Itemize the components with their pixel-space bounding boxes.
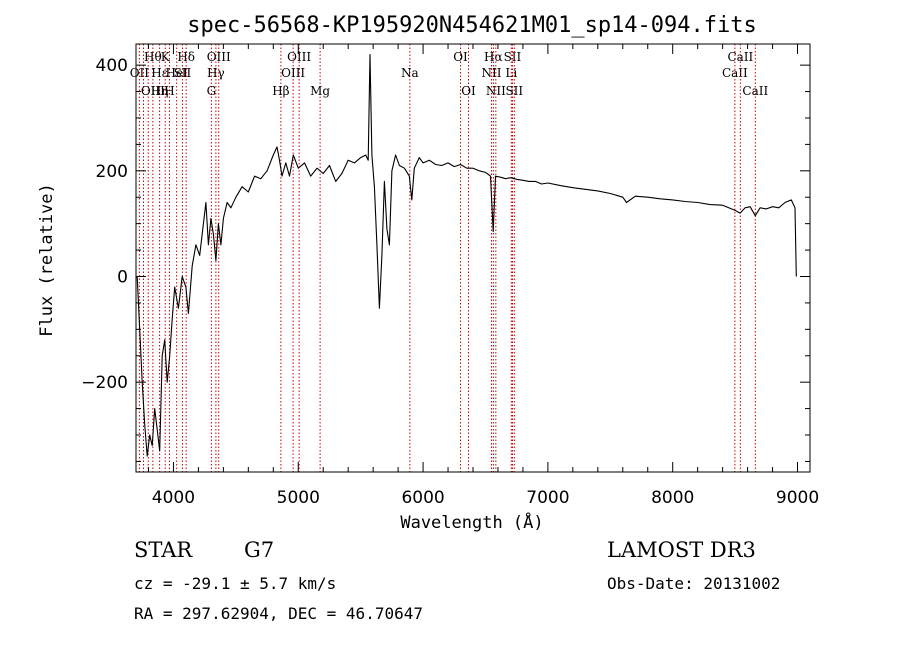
reference-line-label-4-1: Hη bbox=[151, 84, 169, 98]
x-tick-label-8000: 8000 bbox=[651, 488, 694, 508]
x-tick-label-6000: 6000 bbox=[401, 488, 444, 508]
reference-line-label-17-0: Na bbox=[401, 66, 419, 80]
reference-line-label-19-0: OI bbox=[461, 84, 476, 98]
y-tick-label-400: 400 bbox=[96, 56, 128, 76]
reference-line-label-11-0: Hγ bbox=[207, 66, 225, 80]
reference-line-label-10-0: G bbox=[207, 84, 217, 98]
y-tick-label-200: 200 bbox=[96, 162, 128, 182]
reference-line-label-22-0: NII bbox=[486, 84, 506, 98]
redshift-velocity: cz = -29.1 ± 5.7 km/s bbox=[134, 574, 337, 593]
reference-line-label-8-0: SII bbox=[174, 66, 192, 80]
reference-line-label-21-0: Hα bbox=[484, 50, 503, 64]
survey-name: LAMOST DR3 bbox=[607, 538, 756, 562]
x-tick-label-9000: 9000 bbox=[776, 488, 819, 508]
object-class: STAR bbox=[134, 538, 193, 562]
reference-line-label-6-0: H bbox=[164, 84, 174, 98]
coordinates: RA = 297.62904, DEC = 46.70647 bbox=[134, 604, 423, 623]
reference-line-label-24-0: SII bbox=[504, 50, 522, 64]
reference-line-label-16-0: Mg bbox=[310, 84, 330, 98]
reference-line-label-28-0: CaII bbox=[742, 84, 768, 98]
reference-line-label-27-0: CaII bbox=[727, 50, 753, 64]
reference-line-label-3-0: Hθ bbox=[144, 50, 162, 64]
reference-line-label-3-1: OIII bbox=[141, 84, 165, 98]
reference-line-label-5-0: K bbox=[161, 50, 171, 64]
object-subclass: G7 bbox=[244, 538, 275, 562]
observation-date: Obs-Date: 20131002 bbox=[607, 574, 781, 593]
y-tick-label-0: 0 bbox=[117, 267, 128, 287]
reference-line-label-25-0: SII bbox=[505, 84, 523, 98]
x-tick-label-5000: 5000 bbox=[277, 488, 320, 508]
reference-line-label-20-0: NII bbox=[481, 66, 501, 80]
x-tick-label-7000: 7000 bbox=[526, 488, 569, 508]
reference-line-label-13-0: Hβ bbox=[272, 84, 289, 98]
reference-line-label-18-0: OI bbox=[453, 50, 468, 64]
reference-line-label-14-0: OIII bbox=[281, 66, 305, 80]
y-axis-label: Flux (relative) bbox=[37, 183, 57, 337]
reference-line-label-23-0: Li bbox=[505, 66, 517, 80]
reference-line-label-26-0: CaII bbox=[722, 66, 748, 80]
reference-line-label-4-0: Hε bbox=[151, 66, 168, 80]
x-axis-label: Wavelength (Å) bbox=[400, 511, 543, 533]
spectrum-series-line bbox=[136, 54, 797, 457]
x-tick-label-4000: 4000 bbox=[152, 488, 195, 508]
reference-line-label-12-0: OIII bbox=[207, 50, 231, 64]
reference-line-label-0-0: OII bbox=[130, 66, 150, 80]
reference-line-label-9-0: Hδ bbox=[177, 50, 195, 64]
y-tick-label--200: −200 bbox=[81, 373, 128, 393]
plot-frame bbox=[135, 43, 811, 473]
reference-line-label-15-0: OIII bbox=[287, 50, 311, 64]
chart-title: spec-56568-KP195920N454621M01_sp14-094.f… bbox=[187, 13, 757, 38]
